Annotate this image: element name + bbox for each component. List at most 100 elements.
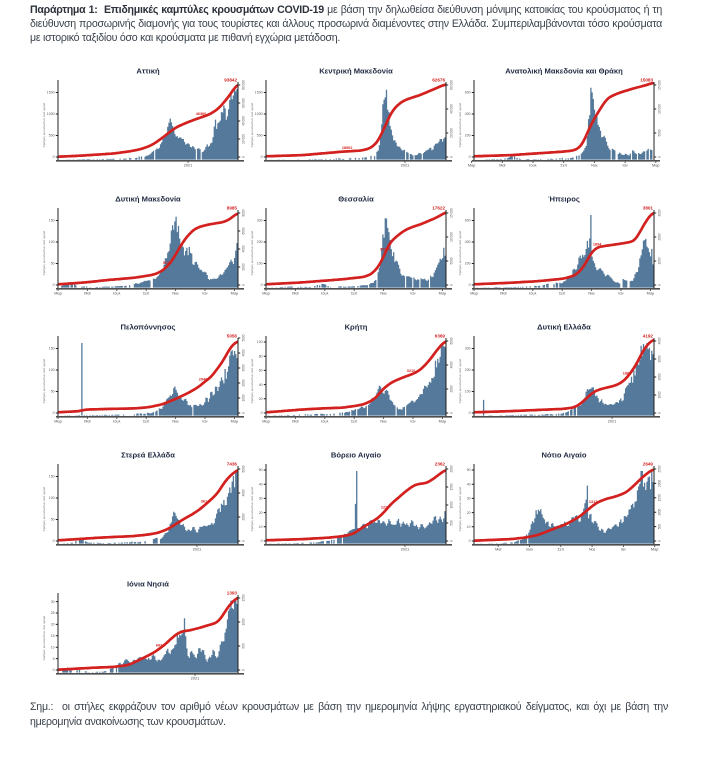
svg-text:Σεπ: Σεπ [143,420,150,424]
svg-text:0: 0 [241,669,245,671]
svg-text:50: 50 [51,390,55,394]
svg-text:500: 500 [257,134,263,138]
svg-text:Αριθμός κρουσμάτων ανά ημέρα: Αριθμός κρουσμάτων ανά ημέρα [42,486,46,531]
svg-text:Μαρ: Μαρ [439,420,447,424]
svg-text:1000: 1000 [657,508,661,515]
svg-text:3210: 3210 [407,369,415,373]
svg-text:3000: 3000 [657,355,661,362]
svg-text:0: 0 [261,283,263,287]
svg-text:Αριθμός κρουσμάτων ανά ημέρα: Αριθμός κρουσμάτων ανά ημέρα [250,230,254,275]
svg-text:1317: 1317 [589,500,597,504]
svg-text:Ιαν: Ιαν [202,420,207,424]
svg-text:0: 0 [449,412,453,414]
svg-text:1000: 1000 [657,257,661,264]
svg-text:2000: 2000 [449,385,453,392]
svg-text:0: 0 [657,412,661,414]
svg-text:1000: 1000 [241,618,245,625]
svg-text:300: 300 [257,219,263,223]
svg-text:200: 200 [465,134,471,138]
svg-text:0: 0 [241,412,245,414]
svg-text:100: 100 [465,390,471,394]
svg-text:0: 0 [53,283,55,287]
svg-text:7436: 7436 [227,462,238,467]
svg-text:1000: 1000 [47,112,55,116]
svg-text:17622: 17622 [432,206,445,211]
svg-text:100: 100 [49,368,55,372]
svg-text:Αριθμός κρουσμάτων ανά ημέρα: Αριθμός κρουσμάτων ανά ημέρα [458,358,462,403]
svg-text:Νοε: Νοε [172,292,179,296]
svg-text:100: 100 [49,240,55,244]
svg-text:1000: 1000 [657,391,661,398]
svg-text:6000: 6000 [241,227,245,234]
svg-text:Ιαν: Ιαν [623,164,628,168]
svg-text:Νοε: Νοε [380,292,387,296]
svg-text:200: 200 [257,240,263,244]
svg-text:30: 30 [467,497,471,501]
svg-text:4000: 4000 [241,349,245,356]
svg-text:Αριθμός κρουσμάτων ανά ημέρα: Αριθμός κρουσμάτων ανά ημέρα [42,358,46,403]
svg-text:Μαρ: Μαρ [470,292,478,296]
svg-text:693: 693 [156,643,162,647]
svg-text:Μαϊ: Μαϊ [292,420,298,424]
svg-text:0: 0 [241,540,245,542]
svg-text:60: 60 [259,369,263,373]
svg-text:4192: 4192 [643,334,654,339]
svg-text:60 000: 60 000 [449,80,453,90]
svg-text:Μαρ: Μαρ [439,292,447,296]
svg-text:60 000: 60 000 [241,98,245,108]
svg-text:0: 0 [449,540,453,542]
svg-text:2021: 2021 [191,677,199,681]
svg-text:0: 0 [53,155,55,159]
svg-text:Αριθμός κρουσμάτων ανά ημέρα: Αριθμός κρουσμάτων ανά ημέρα [42,230,46,275]
svg-text:Σεπ: Σεπ [143,292,150,296]
svg-text:2500: 2500 [657,465,661,472]
svg-text:Μαϊ: Μαϊ [499,164,505,168]
svg-text:25: 25 [51,611,55,615]
svg-text:4000: 4000 [241,245,245,252]
svg-text:2000: 2000 [657,233,661,240]
svg-text:40: 40 [259,482,263,486]
svg-text:4000: 4000 [657,337,661,344]
svg-text:Ιουλ: Ιουλ [321,292,328,296]
svg-text:6369: 6369 [435,334,446,339]
svg-text:300: 300 [465,347,471,351]
svg-text:5000: 5000 [449,257,453,264]
svg-text:Ανατολική Μακεδονία και Θράκη: Ανατολική Μακεδονία και Θράκη [505,67,623,76]
svg-text:Σεπ: Σεπ [559,292,566,296]
svg-text:20: 20 [259,397,263,401]
svg-text:0: 0 [449,156,453,158]
svg-text:600: 600 [465,91,471,95]
svg-text:Ιουλ: Ιουλ [529,292,536,296]
svg-text:400: 400 [465,240,471,244]
svg-text:20: 20 [259,511,263,515]
svg-text:1881: 1881 [623,372,631,376]
svg-text:Μαρ: Μαρ [262,292,270,296]
svg-text:2021: 2021 [193,548,201,552]
svg-text:3000: 3000 [241,364,245,371]
svg-text:20 000: 20 000 [449,128,453,138]
svg-text:50: 50 [51,262,55,266]
svg-text:1000: 1000 [241,394,245,401]
svg-text:Στερεά Ελλάδα: Στερεά Ελλάδα [121,451,175,460]
svg-text:Νοε: Νοε [589,548,596,552]
svg-text:Νοε: Νοε [588,292,595,296]
svg-text:Αριθμός κρουσμάτων ανά ημέρα: Αριθμός κρουσμάτων ανά ημέρα [458,230,462,275]
svg-text:Νοε: Νοε [591,164,598,168]
svg-text:Σεπ: Σεπ [351,292,358,296]
svg-text:Μαρ: Μαρ [231,292,239,296]
svg-text:0: 0 [261,539,263,543]
svg-text:0: 0 [53,668,55,672]
svg-text:Μαρ: Μαρ [262,420,270,424]
svg-text:Μαϊ: Μαϊ [84,420,90,424]
svg-text:100: 100 [257,340,263,344]
svg-text:Κεντρική Μακεδονία: Κεντρική Μακεδονία [319,67,393,76]
svg-text:0: 0 [469,283,471,287]
svg-text:Μαρ: Μαρ [468,164,476,168]
svg-text:20: 20 [467,511,471,515]
svg-text:Ιουλ: Ιουλ [113,420,120,424]
svg-text:100: 100 [257,262,263,266]
svg-text:1500: 1500 [657,494,661,501]
svg-text:Ιαν: Ιαν [410,420,415,424]
svg-text:1000: 1000 [255,112,263,116]
svg-text:500: 500 [241,643,245,649]
